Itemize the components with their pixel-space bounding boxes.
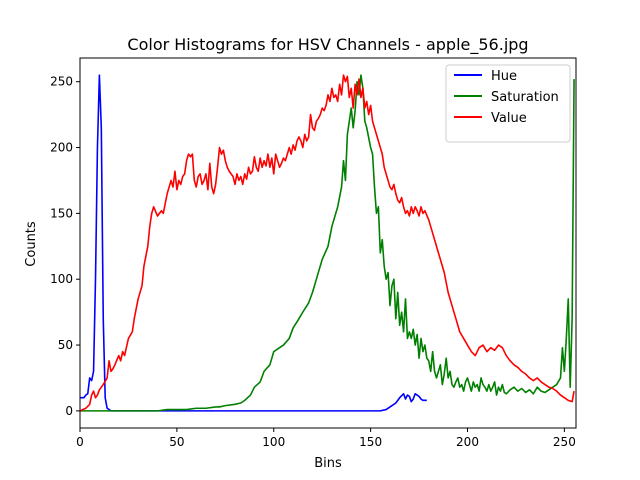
x-tick-label: 50 (169, 435, 184, 449)
x-tick-label: 250 (553, 435, 576, 449)
legend-label-value: Value (491, 111, 527, 126)
x-tick-label: 150 (359, 435, 382, 449)
y-tick-label: 100 (50, 272, 73, 286)
legend-label-saturation: Saturation (491, 90, 559, 105)
y-tick-label: 250 (50, 75, 73, 89)
legend-box (445, 64, 571, 143)
y-tick-label: 200 (50, 141, 73, 155)
series-line-value (80, 74, 575, 412)
axes: 0 50 100 150 200 250 0 50 100 150 200 250 (50, 57, 577, 449)
plot-lines (80, 74, 575, 412)
legend-label-hue: Hue (491, 69, 517, 84)
x-tick-label: 100 (262, 435, 285, 449)
series-line-hue (80, 74, 427, 412)
y-tick-label: 150 (50, 206, 73, 220)
y-axis-label: Counts (24, 221, 39, 267)
legend: Hue Saturation Value (445, 64, 571, 143)
chart-title: Color Histograms for HSV Channels - appl… (127, 35, 528, 55)
y-tick-label: 50 (58, 338, 73, 352)
plot-frame (79, 57, 577, 429)
x-tick-label: 0 (76, 435, 84, 449)
y-tick-label: 0 (65, 404, 73, 418)
series-line-saturation (80, 74, 575, 412)
x-tick-label: 200 (456, 435, 479, 449)
x-axis-label: Bins (314, 456, 342, 471)
